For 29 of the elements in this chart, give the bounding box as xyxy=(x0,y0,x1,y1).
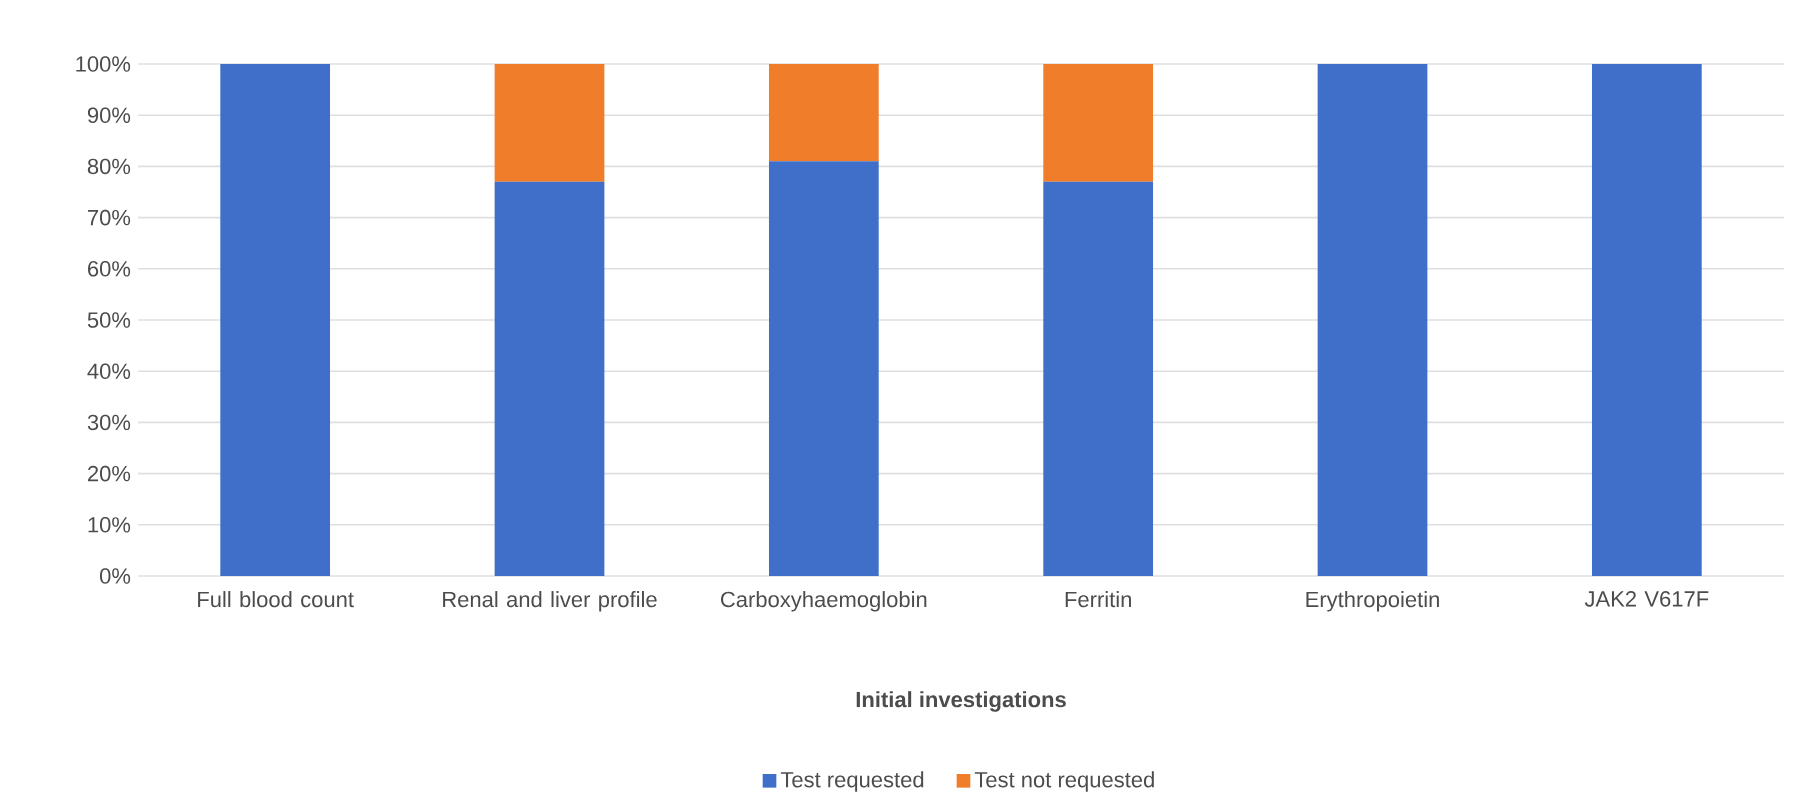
bar xyxy=(220,64,331,576)
x-tick-label: Renal and liver profile xyxy=(443,591,657,612)
y-tick-label: 10% xyxy=(88,517,131,533)
y-tick-label: 40% xyxy=(87,363,131,379)
y-tick-label: 60% xyxy=(88,261,131,277)
bar xyxy=(494,181,605,576)
bar xyxy=(768,64,879,162)
x-tick-label: Erythropoietin xyxy=(1306,591,1439,612)
y-tick-label: 70% xyxy=(88,209,131,226)
x-axis-title: Initial investigations xyxy=(856,691,1066,712)
bar xyxy=(1043,181,1154,576)
y-tick-label: 100% xyxy=(76,56,131,72)
y-tick-label: 20% xyxy=(88,465,131,482)
bar xyxy=(1591,64,1702,576)
x-tick-label: Full blood count xyxy=(198,591,354,608)
legend-label: Test not requested xyxy=(974,771,1154,792)
y-tick-label: 30% xyxy=(87,414,131,431)
y-tick-label: 50% xyxy=(87,312,131,328)
bar xyxy=(1043,64,1154,182)
x-tick-label: JAK2 V617F xyxy=(1584,591,1709,607)
y-tick-label: 0% xyxy=(99,568,131,584)
y-tick-label: 80% xyxy=(87,158,131,175)
bar xyxy=(494,64,605,182)
y-tick-label: 90% xyxy=(87,107,131,123)
bar xyxy=(1317,64,1428,576)
x-tick-label: Ferritin xyxy=(1065,591,1131,608)
bar xyxy=(768,161,879,576)
x-tick-label: Carboxyhaemoglobin xyxy=(721,591,927,612)
legend-label: Test requested xyxy=(780,771,924,792)
